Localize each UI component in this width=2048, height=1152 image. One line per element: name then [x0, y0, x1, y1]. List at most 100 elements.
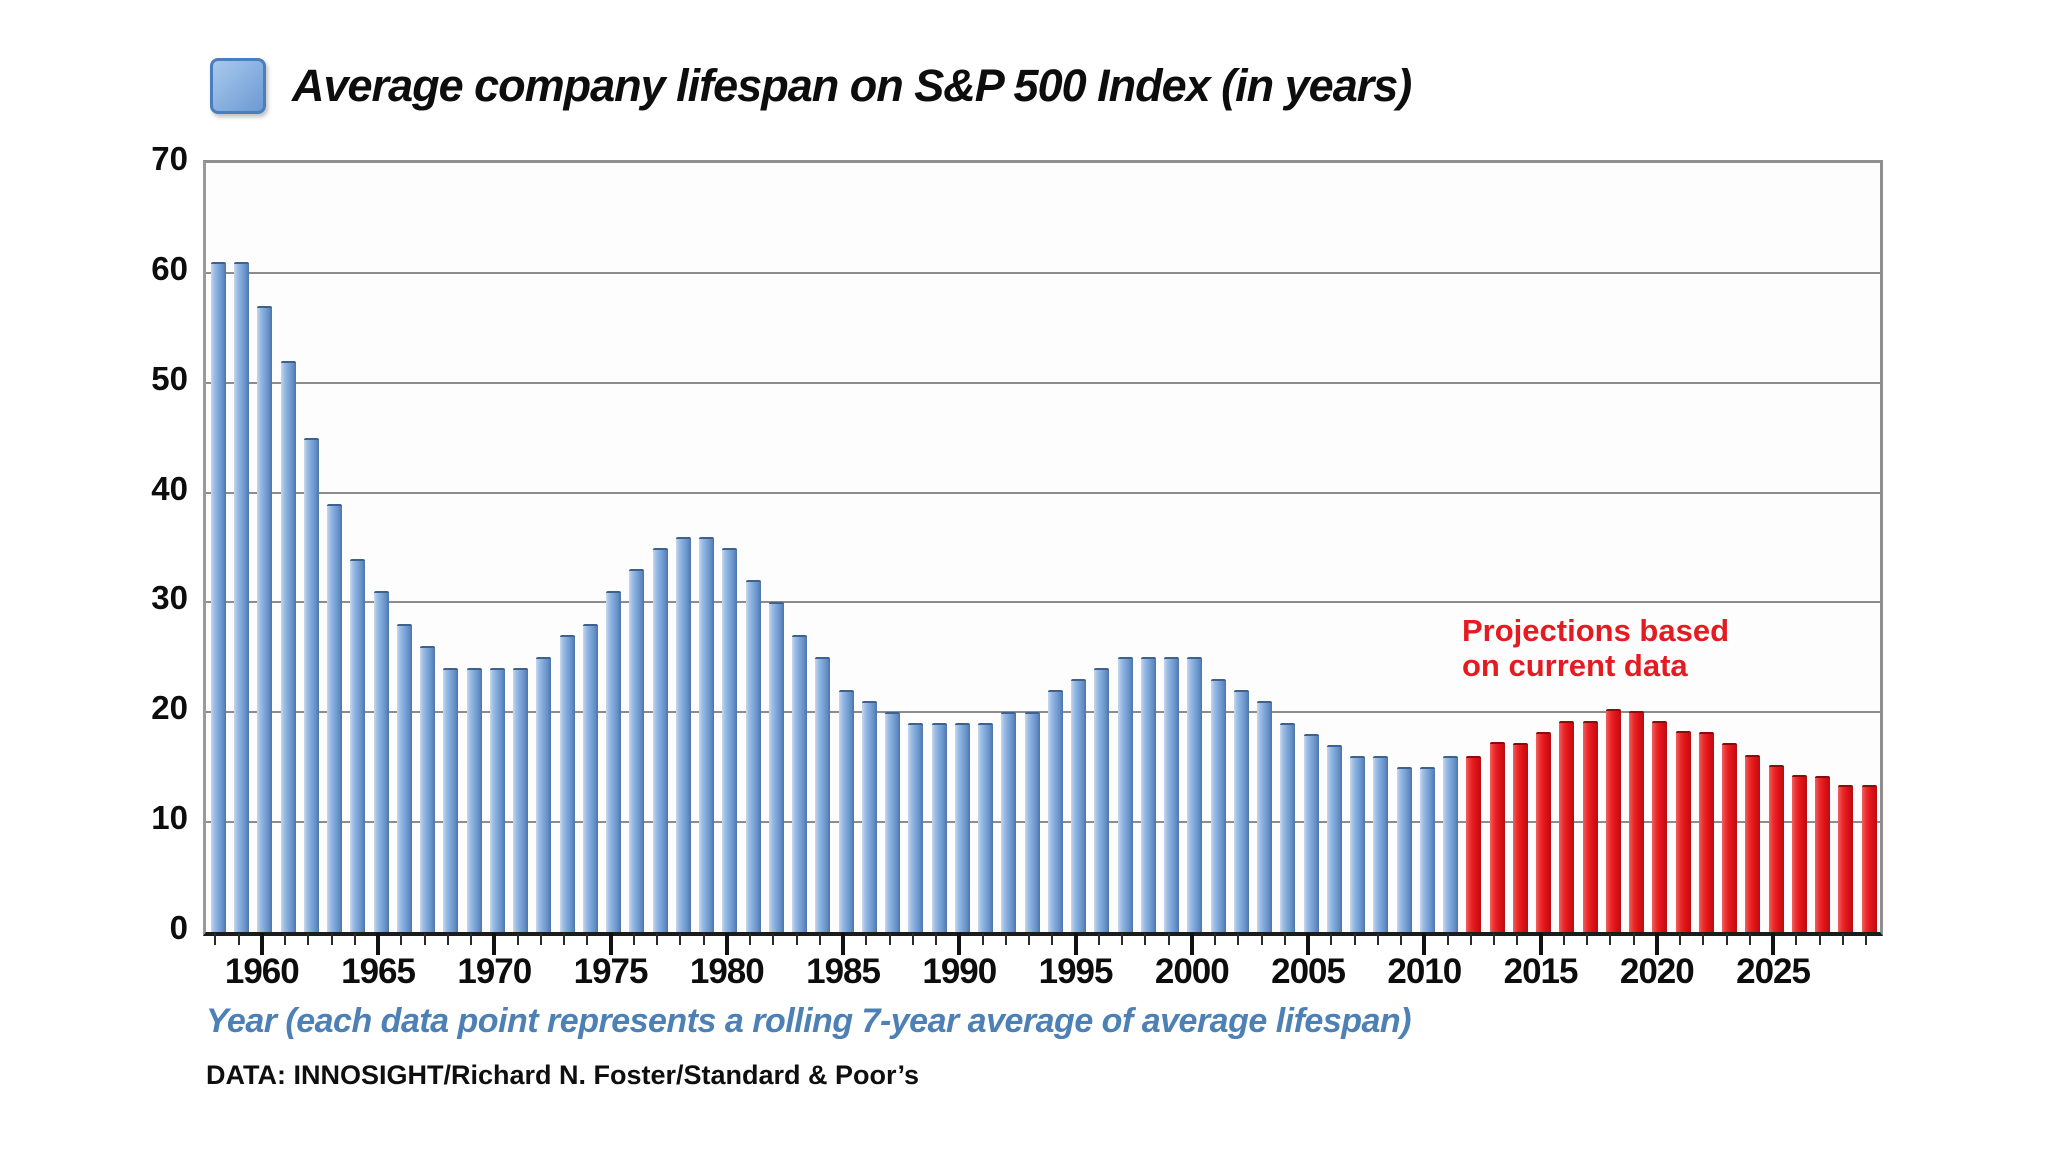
- minor-tick-2017: [1586, 933, 1589, 945]
- minor-tick-2023: [1725, 933, 1728, 945]
- minor-tick-2012: [1469, 933, 1472, 945]
- major-tick-1995: [1073, 933, 1078, 955]
- bar-1961: [280, 360, 296, 932]
- bar-1958: [210, 261, 226, 932]
- bar-2001: [1210, 679, 1226, 932]
- bar-2011: [1443, 756, 1459, 932]
- minor-tick-1977: [656, 933, 659, 945]
- major-tick-1985: [841, 933, 846, 955]
- minor-tick-2027: [1818, 933, 1821, 945]
- bar-1978: [675, 536, 691, 932]
- minor-tick-2004: [1283, 933, 1286, 945]
- bar-1962: [303, 437, 319, 932]
- bar-2028: [1838, 784, 1854, 932]
- bar-2010: [1419, 767, 1435, 932]
- minor-tick-2002: [1237, 933, 1240, 945]
- minor-tick-2016: [1562, 933, 1565, 945]
- gridline-30: [206, 601, 1880, 604]
- y-axis-label-40: 40: [151, 469, 188, 507]
- x-axis-label-1965: 1965: [341, 952, 416, 991]
- x-axis-label-2000: 2000: [1154, 952, 1230, 991]
- minor-tick-1987: [888, 933, 891, 945]
- x-axis-label-1990: 1990: [922, 952, 997, 991]
- bar-2022: [1698, 732, 1714, 932]
- bar-1981: [745, 580, 761, 932]
- gridline-10: [206, 821, 1880, 824]
- bar-1995: [1071, 679, 1087, 932]
- major-tick-2005: [1306, 933, 1311, 955]
- y-axis-label-20: 20: [151, 689, 188, 727]
- major-tick-1980: [724, 933, 729, 955]
- major-tick-1990: [957, 933, 962, 955]
- minor-tick-1981: [749, 933, 752, 945]
- x-axis-label-1970: 1970: [457, 952, 532, 991]
- plot-area: [203, 160, 1883, 936]
- bar-1991: [978, 723, 994, 932]
- bar-1975: [606, 591, 622, 932]
- minor-tick-1993: [1028, 933, 1031, 945]
- minor-tick-2019: [1632, 933, 1635, 945]
- data-source-credit: DATA: INNOSIGHT/Richard N. Foster/Standa…: [206, 1060, 920, 1090]
- gridline-40: [206, 491, 1880, 494]
- bar-1979: [699, 536, 715, 932]
- minor-tick-1978: [679, 933, 682, 945]
- bar-2021: [1675, 730, 1691, 932]
- minor-tick-1991: [981, 933, 984, 945]
- bar-2025: [1768, 765, 1784, 932]
- projection-annotation-line1: Projections based: [1462, 613, 1730, 648]
- bar-2027: [1815, 776, 1831, 932]
- minor-tick-1958: [214, 933, 217, 945]
- x-axis-label-2025: 2025: [1736, 952, 1811, 991]
- bar-2024: [1745, 755, 1761, 932]
- minor-tick-1994: [1051, 933, 1054, 945]
- y-axis-label-30: 30: [151, 579, 188, 617]
- minor-tick-1962: [307, 933, 310, 945]
- bar-1988: [908, 723, 924, 932]
- minor-tick-2001: [1214, 933, 1217, 945]
- y-axis-label-70: 70: [151, 140, 188, 177]
- bar-1985: [838, 690, 854, 932]
- y-axis-label-50: 50: [151, 359, 188, 397]
- bar-2009: [1396, 767, 1412, 932]
- bar-2004: [1280, 723, 1296, 932]
- bar-2018: [1605, 709, 1621, 932]
- minor-tick-1963: [330, 933, 333, 945]
- bar-1970: [489, 668, 505, 932]
- minor-tick-2008: [1376, 933, 1379, 945]
- minor-tick-1968: [446, 933, 449, 945]
- minor-tick-1976: [632, 933, 635, 945]
- minor-tick-1972: [539, 933, 542, 945]
- bar-2013: [1489, 741, 1505, 932]
- x-axis-title: Year (each data point represents a rolli…: [206, 1002, 1412, 1040]
- minor-tick-2028: [1841, 933, 1844, 945]
- bar-1996: [1094, 668, 1110, 932]
- gridline-20: [206, 711, 1880, 714]
- x-axis-label-2010: 2010: [1387, 952, 1462, 991]
- major-tick-1960: [259, 933, 264, 955]
- bar-2000: [1187, 657, 1203, 932]
- x-axis-label-1985: 1985: [806, 952, 881, 991]
- bar-1984: [815, 657, 831, 932]
- major-tick-2010: [1422, 933, 1427, 955]
- bar-1974: [582, 624, 598, 932]
- bar-1966: [396, 624, 412, 932]
- bar-1960: [257, 305, 273, 932]
- bar-2014: [1512, 743, 1528, 932]
- minor-tick-1959: [237, 933, 240, 945]
- y-axis-label-0: 0: [169, 909, 188, 946]
- projection-annotation-line2: on current data: [1462, 647, 1688, 683]
- bar-1968: [443, 668, 459, 932]
- minor-tick-1973: [563, 933, 566, 945]
- minor-tick-2024: [1748, 933, 1751, 945]
- minor-tick-1974: [586, 933, 589, 945]
- minor-tick-1992: [1004, 933, 1007, 945]
- bar-1990: [954, 723, 970, 932]
- x-axis-label-1995: 1995: [1038, 952, 1114, 991]
- bar-1986: [861, 701, 877, 932]
- minor-tick-2026: [1795, 933, 1798, 945]
- minor-tick-2022: [1702, 933, 1705, 945]
- bar-2005: [1303, 734, 1319, 932]
- bar-1969: [466, 668, 482, 932]
- bar-2008: [1373, 756, 1389, 932]
- minor-tick-2021: [1679, 933, 1682, 945]
